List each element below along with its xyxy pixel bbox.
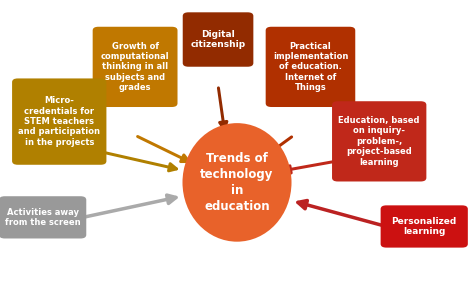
Text: Personalized
learning: Personalized learning [392, 217, 457, 236]
Text: Micro-
credentials for
STEM teachers
and participation
in the projects: Micro- credentials for STEM teachers and… [18, 96, 100, 147]
FancyBboxPatch shape [381, 206, 468, 247]
Text: Digital
citizenship: Digital citizenship [191, 30, 246, 49]
FancyBboxPatch shape [0, 196, 86, 239]
FancyBboxPatch shape [265, 27, 356, 107]
Text: Activities away
from the screen: Activities away from the screen [5, 208, 81, 227]
FancyBboxPatch shape [12, 78, 106, 165]
Text: Education, based
on inquiry-
problem-,
project-based
learning: Education, based on inquiry- problem-, p… [338, 116, 420, 167]
FancyBboxPatch shape [182, 12, 253, 67]
Ellipse shape [182, 123, 292, 242]
FancyBboxPatch shape [332, 101, 427, 181]
Text: Growth of
computational
thinking in all
subjects and
grades: Growth of computational thinking in all … [101, 42, 169, 92]
FancyBboxPatch shape [92, 27, 177, 107]
Text: Practical
implementation
of education.
Internet of
Things: Practical implementation of education. I… [273, 42, 348, 92]
Text: Trends of
technology
in
education: Trends of technology in education [201, 152, 273, 213]
